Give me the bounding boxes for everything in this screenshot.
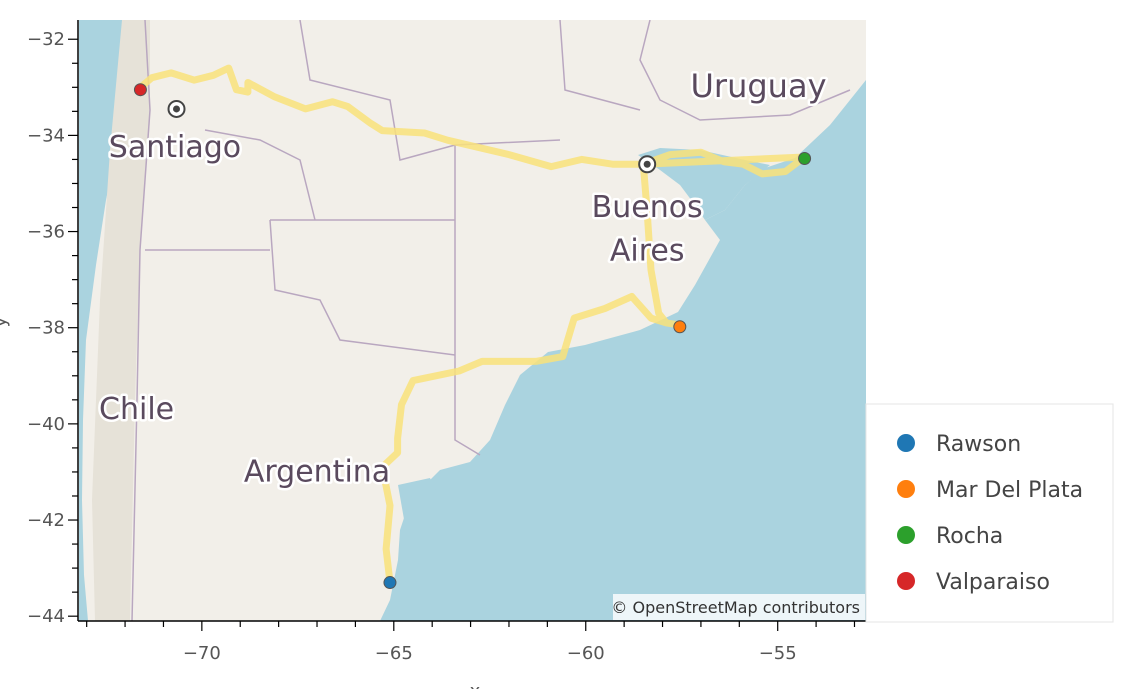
data-point [383,576,397,590]
y-tick-label: −42 [27,510,65,531]
y-tick-label: −40 [27,414,65,435]
attribution-box [613,594,865,620]
y-tick-label: −38 [27,318,65,339]
y-tick-label: −32 [27,29,65,50]
x-tick-label: −70 [183,643,221,664]
mountain-strip [92,20,150,621]
city-marker-icon [167,99,186,118]
y-tick-label: −34 [27,125,65,146]
legend-marker [897,572,915,590]
data-point [133,83,147,97]
data-point [673,320,687,334]
y-ticks: −44 −42 −40 −38 −36 −34 −32 [27,29,78,627]
map-background: Uruguay Santiago Buenos Aires Chile Argentina [79,20,866,621]
map-labels: Uruguay Santiago Buenos Aires Chile Argentina [97,64,829,492]
x-axis-title: x [470,681,481,689]
x-tick-label: −55 [759,643,797,664]
data-point [798,151,812,165]
route-line [136,64,809,586]
legend: Rawson Mar Del Plata Rocha Valparaiso [865,403,1114,623]
legend-label: Valparaiso [936,570,1050,595]
legend-marker [897,480,915,498]
legend-label: Rocha [936,524,1003,549]
x-tick-label: −60 [567,643,605,664]
gulf-water [398,478,440,525]
borders [131,20,851,621]
map-label: Argentina [244,455,390,490]
city-markers [167,99,657,174]
legend-label: Mar Del Plata [936,478,1083,503]
y-tick-label: −44 [27,606,65,627]
attribution-text: © OpenStreetMap contributors [611,598,860,617]
axes: −70 −65 −60 −55 −44 −42 −40 −38 −36 −34 −32 [27,20,866,664]
y-axis-title: y [0,316,11,327]
map-label: Uruguay [691,67,827,105]
map-label: Aires [610,233,685,268]
map-label: Chile [99,392,174,427]
legend-marker [897,434,915,452]
x-tick-label: −65 [375,643,413,664]
map-label: Buenos [592,190,703,225]
city-marker-icon [638,155,657,174]
legend-label: Rawson [936,432,1021,457]
data-points [133,83,812,590]
x-ticks: −70 −65 −60 −55 [86,621,856,664]
y-tick-label: −36 [27,222,65,243]
legend-marker [897,526,915,544]
map-label: Santiago [109,130,241,165]
